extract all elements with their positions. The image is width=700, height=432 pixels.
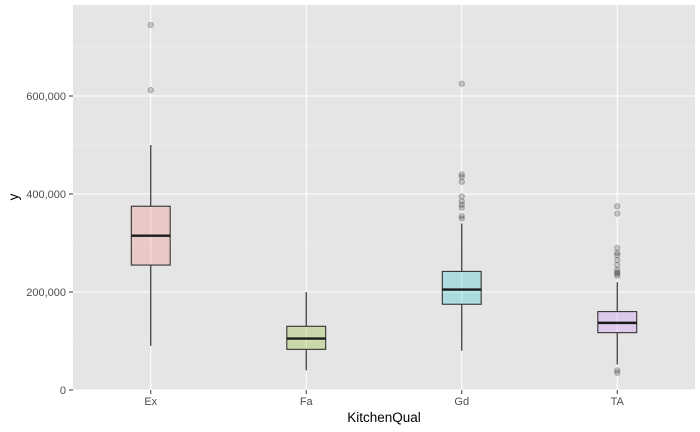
outlier-point — [614, 252, 621, 259]
outlier-point — [147, 87, 154, 94]
outlier-point — [614, 266, 621, 274]
plot-panel — [73, 5, 695, 390]
outlier-point — [614, 249, 621, 256]
outlier-point — [458, 178, 465, 185]
grid-minor — [73, 46, 695, 342]
box-body — [441, 270, 482, 305]
x-tick-label: TA — [611, 396, 625, 408]
box-ex — [130, 21, 171, 346]
y-tick-label: 600,000 — [26, 91, 66, 103]
outlier-point — [614, 261, 621, 269]
outlier-point — [458, 173, 465, 180]
box-gd — [441, 80, 482, 351]
box-fa — [286, 292, 327, 371]
outlier-point — [458, 193, 465, 200]
outlier-point — [147, 21, 154, 29]
outlier-point — [458, 171, 465, 178]
outlier-point — [458, 201, 465, 208]
x-tick-label: Fa — [300, 396, 314, 408]
x-tick-label: Ex — [144, 396, 157, 408]
outlier-point — [614, 369, 621, 376]
outlier-point — [614, 244, 621, 251]
box-ta — [597, 203, 638, 376]
x-axis: Ex Fa Gd TA — [144, 390, 625, 408]
outlier-point — [614, 272, 621, 279]
outlier-point — [614, 269, 621, 276]
outlier-point — [614, 210, 621, 217]
y-axis: 0 200,000 400,000 600,000 — [26, 91, 73, 397]
outlier-point — [614, 270, 621, 277]
outlier-point — [614, 367, 621, 374]
boxes-layer — [130, 21, 638, 376]
y-tick-label: 200,000 — [26, 287, 66, 299]
outlier-point — [458, 212, 465, 220]
x-axis-title: KitchenQual — [347, 410, 421, 425]
y-axis-title: y — [6, 193, 21, 200]
y-tick-label: 400,000 — [26, 189, 66, 201]
outlier-point — [614, 257, 621, 264]
x-tick-label: Gd — [454, 396, 469, 408]
outlier-point — [458, 204, 465, 211]
y-tick-label: 0 — [60, 385, 66, 397]
outlier-point — [458, 215, 465, 222]
outlier-point — [458, 198, 465, 205]
outlier-point — [458, 80, 465, 87]
outlier-point — [614, 203, 621, 210]
